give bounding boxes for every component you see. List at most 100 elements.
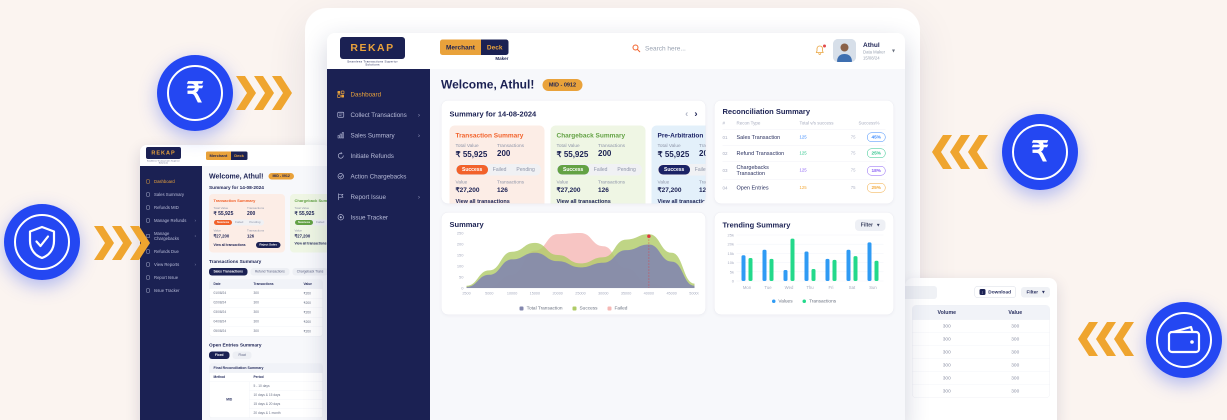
tab-success[interactable]: Success — [214, 220, 233, 225]
table-row[interactable]: 300 300 — [912, 332, 1050, 346]
tab-pending[interactable]: Pending — [617, 167, 636, 173]
sidebar-item-view-reports[interactable]: View Reports › — [140, 258, 202, 271]
download-button[interactable]: ↓ Download — [974, 286, 1016, 298]
view-all-link[interactable]: View all transactions — [455, 198, 510, 204]
period-row[interactable]: 15 days & 20 days — [249, 399, 323, 409]
view-all-link[interactable]: View all transactions — [556, 198, 611, 204]
area-series-total-transaction — [466, 244, 695, 288]
tab-sales-transactions[interactable]: Sales Transactions — [209, 268, 248, 276]
tab-success[interactable]: Success — [456, 165, 488, 175]
left-topbar: REKAP Seamless Transactions Superior Sol… — [140, 145, 330, 166]
tab-success[interactable]: Success — [557, 165, 589, 175]
bar-values — [846, 249, 851, 281]
sidebar-item-manage-chargebacks[interactable]: Manage Chargebacks › — [140, 227, 202, 245]
period-row[interactable]: 10 days & 15 days — [249, 390, 323, 400]
transaction-summary-card: Transaction Summary Total Value Transacti… — [209, 194, 285, 253]
view-all-link[interactable]: View all transactions — [213, 243, 246, 247]
main-dashboard-window: REKAP Seamless Transactions Superior Sol… — [327, 33, 905, 420]
chevron-right-icon[interactable]: › — [694, 108, 698, 120]
status-tabs: Success Failed — [657, 164, 706, 176]
sidebar-item-action-chargebacks[interactable]: Action Chargebacks — [327, 166, 430, 187]
tab-chargeback-transactions[interactable]: Chargeback Trans — [292, 268, 328, 276]
x-tick: Sat — [849, 285, 856, 290]
table-row[interactable]: 05/08/24 300 ₹200 — [209, 326, 323, 337]
recon-row-chargebacks[interactable]: 03 Chargebacks Transaction 125 75 18% — [722, 161, 886, 180]
table-row[interactable]: 300 300 — [912, 345, 1050, 359]
tab-pending[interactable]: Pending — [249, 221, 261, 224]
table-row[interactable]: 300 300 — [912, 384, 1050, 398]
tab-success[interactable]: Success — [295, 220, 314, 225]
sidebar-item-dashboard[interactable]: Dashboard — [327, 84, 430, 105]
logo-tagline: Seamless Transactions Superior Solutions — [347, 60, 398, 67]
product-badge: Merchant Deck Maker — [440, 39, 509, 61]
success-badge: 25% — [866, 183, 886, 193]
right-table-window: ↓ Download Filter ▾ Volume Value 300 300 3… — [905, 278, 1057, 420]
tab-pending[interactable]: Pending — [516, 167, 535, 173]
table-row[interactable]: 03/08/24 300 ₹200 — [209, 307, 323, 318]
recon-row-refund[interactable]: 02 Refund Transaction 125 75 25% — [722, 145, 886, 161]
filter-dropdown[interactable]: Filter ▾ — [1020, 286, 1050, 298]
table-row[interactable]: 300 300 — [912, 319, 1050, 333]
table-row[interactable]: 02/08/24 300 ₹200 — [209, 298, 323, 308]
chevron-right-icon: › — [417, 131, 420, 140]
rekap-logo: REKAP Seamless Transactions Superior Sol… — [146, 147, 181, 164]
tab-failed[interactable]: Failed — [694, 167, 706, 173]
rekap-logo[interactable]: REKAP Seamless Transactions Superior Sol… — [340, 37, 405, 67]
sidebar-item-issue-tracker[interactable]: Issue Tracker — [140, 284, 202, 297]
sidebar-item-refunds-mid[interactable]: Refunds MID — [140, 201, 202, 214]
sidebar-item-sales-summary[interactable]: Sales Summary — [140, 188, 202, 201]
filter-dropdown[interactable]: Filter ▾ — [854, 219, 886, 231]
panel-title: Trending Summary — [722, 221, 791, 230]
table-row[interactable]: 04/08/24 300 ₹200 — [209, 317, 323, 327]
view-all-link[interactable]: View all transactions — [294, 242, 327, 246]
chevron-down-icon[interactable]: ▾ — [891, 47, 895, 54]
legend-values: Values — [771, 299, 793, 304]
bar-transactions — [874, 260, 879, 281]
search-input[interactable] — [645, 44, 755, 52]
product-badge: Merchant Deck — [206, 151, 248, 160]
chevron-left-icon[interactable]: ‹ — [685, 108, 689, 120]
recon-row-open-entries[interactable]: 04 Open Entries 125 75 25% — [722, 179, 886, 196]
sidebar-item-sales-summary[interactable]: Sales Summary › — [327, 125, 430, 146]
tab-failed[interactable]: Failed — [316, 221, 325, 224]
tab-failed[interactable]: Failed — [593, 167, 608, 173]
sales-icon — [146, 192, 150, 197]
reject-sales-button[interactable]: Reject Sales — [255, 242, 281, 248]
tab-failed[interactable]: Failed — [492, 167, 507, 173]
avatar[interactable] — [833, 39, 857, 62]
status-tabs: Success Failed — [294, 219, 328, 226]
sidebar-item-report-issue[interactable]: Report Issue — [140, 271, 202, 284]
period-row[interactable]: 5 - 10 days — [253, 384, 270, 389]
chevrons-right — [94, 226, 150, 260]
user-info[interactable]: Athul Data Maker 15/08/24 — [863, 41, 885, 61]
left-dashboard-window: REKAP Seamless Transactions Superior Sol… — [140, 145, 330, 420]
search-bar — [632, 44, 772, 53]
tab-failed[interactable]: Failed — [235, 221, 244, 224]
sidebar-item-report-issue[interactable]: Report Issue › — [327, 187, 430, 208]
sidebar-item-refunds-due[interactable]: Refunds Due — [140, 245, 202, 258]
sidebar-item-issue-tracker[interactable]: Issue Tracker — [327, 207, 430, 228]
table-row[interactable]: 300 300 — [912, 371, 1050, 385]
sidebar-item-collect-transactions[interactable]: Collect Transactions › — [327, 105, 430, 126]
float-button[interactable]: Float — [232, 351, 252, 359]
chevron-right-icon: › — [417, 193, 420, 201]
recon-row-sales[interactable]: 01 Sales Transaction 125 75 45% — [722, 129, 886, 145]
fixed-button[interactable]: Fixed — [209, 351, 230, 359]
tab-refund-transactions[interactable]: Refund Transactions — [250, 268, 290, 276]
y-tick: 150 — [457, 253, 464, 258]
notification-bell-icon[interactable] — [815, 44, 827, 57]
sidebar-item-manage-refunds[interactable]: Manage Refunds › — [140, 214, 202, 227]
table-row[interactable]: 01/08/24 300 ₹200 — [209, 288, 323, 299]
view-all-link[interactable]: View all transactions — [657, 198, 706, 204]
bar-transactions — [811, 269, 816, 281]
period-row[interactable]: 20 days & 1 month — [249, 408, 323, 418]
tab-success[interactable]: Success — [658, 165, 690, 175]
table-row[interactable]: 300 300 — [912, 358, 1050, 372]
mid-badge: MID - 0912 — [542, 79, 583, 91]
x-tick: 25000 — [575, 292, 585, 296]
sidebar-item-dashboard[interactable]: Dashboard — [140, 175, 202, 188]
flag-icon — [146, 275, 150, 280]
sidebar-item-initiate-refunds[interactable]: Initiate Refunds — [327, 146, 430, 167]
user-name: Athul — [863, 40, 880, 49]
